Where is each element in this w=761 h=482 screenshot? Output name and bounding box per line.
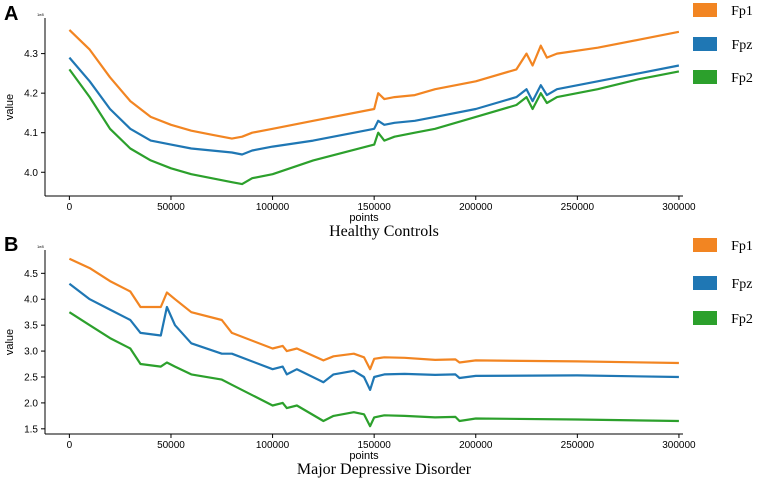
x-tick-label: 200000 [459, 440, 493, 451]
x-tick-label: 300000 [662, 202, 696, 213]
y-tick-label: 2.0 [24, 398, 38, 409]
legend-swatch-fp1 [693, 3, 717, 17]
legend-label-fp1: Fp1 [731, 4, 753, 19]
legend-swatch-fp1 [693, 238, 717, 252]
x-tick-label: 50000 [157, 440, 185, 451]
healthy-controls-plot: 4.0 4.1 4.2 4.3 0 50000 100000 150000 200000 2500… [4, 12, 696, 224]
y-tick-label: 2.5 [24, 372, 38, 383]
healthy-controls-legend: Fp1 Fpz Fp2 [693, 3, 753, 86]
series-line-fp2 [68, 68, 680, 186]
panel-a: A 4.0 4.1 4.2 4.3 0 50000 100000 150000 200000 25… [4, 3, 753, 240]
y-scale-tag: 1e8 [37, 12, 44, 17]
legend-swatch-fp2 [693, 70, 717, 84]
x-tick-label: 200000 [459, 202, 493, 213]
panel-b: B 1.5 2.0 2.5 3.0 3.5 4.0 4.5 0 50000 100000 15000… [4, 234, 753, 478]
x-tick-label: 250000 [561, 202, 595, 213]
legend-label-fpz: Fpz [732, 38, 753, 53]
x-axis-label: points [349, 212, 379, 224]
x-tick-label: 0 [67, 202, 73, 213]
x-tick-label: 150000 [357, 202, 391, 213]
caption-healthy-controls: Healthy Controls [329, 223, 439, 240]
y-tick-label: 4.5 [24, 269, 38, 280]
y-tick-label: 4.1 [24, 128, 38, 139]
y-axis-label: value [4, 94, 16, 120]
y-tick-label: 4.0 [24, 295, 38, 306]
x-tick-label: 100000 [256, 440, 290, 451]
legend-label-fp2: Fp2 [731, 312, 753, 327]
y-axis-label: value [4, 329, 16, 355]
x-tick-label: 100000 [256, 202, 290, 213]
series-line-fp1 [68, 29, 680, 140]
major-depressive-disorder-plot: 1.5 2.0 2.5 3.0 3.5 4.0 4.5 0 50000 100000 150000 2… [4, 244, 696, 462]
x-tick-label: 250000 [561, 440, 595, 451]
y-tick-label: 3.0 [24, 347, 38, 358]
x-tick-label: 0 [67, 440, 73, 451]
series-line-fpz [68, 282, 679, 391]
legend-swatch-fpz [693, 276, 717, 290]
major-depressive-disorder-legend: Fp1 Fpz Fp2 [693, 238, 753, 327]
legend-label-fp1: Fp1 [731, 239, 753, 254]
y-tick-label: 4.0 [24, 168, 38, 179]
panel-letter-b: B [4, 234, 18, 256]
x-tick-label: 50000 [157, 202, 185, 213]
series-line-fp2 [68, 311, 679, 428]
legend-label-fpz: Fpz [732, 277, 753, 292]
y-tick-label: 3.5 [24, 321, 38, 332]
legend-label-fp2: Fp2 [731, 71, 753, 86]
x-tick-label: 300000 [662, 440, 696, 451]
y-scale-tag: 1e8 [37, 244, 44, 249]
panel-letter-a: A [4, 3, 18, 25]
x-tick-label: 150000 [357, 440, 391, 451]
series-line-fpz [68, 56, 680, 156]
caption-major-depressive-disorder: Major Depressive Disorder [297, 461, 472, 478]
legend-swatch-fpz [693, 37, 717, 51]
y-tick-label: 1.5 [24, 424, 38, 435]
y-tick-label: 4.2 [24, 89, 38, 100]
series-line-fp1 [68, 257, 679, 371]
legend-swatch-fp2 [693, 311, 717, 325]
x-axis-label: points [349, 450, 379, 462]
y-tick-label: 4.3 [24, 49, 38, 60]
